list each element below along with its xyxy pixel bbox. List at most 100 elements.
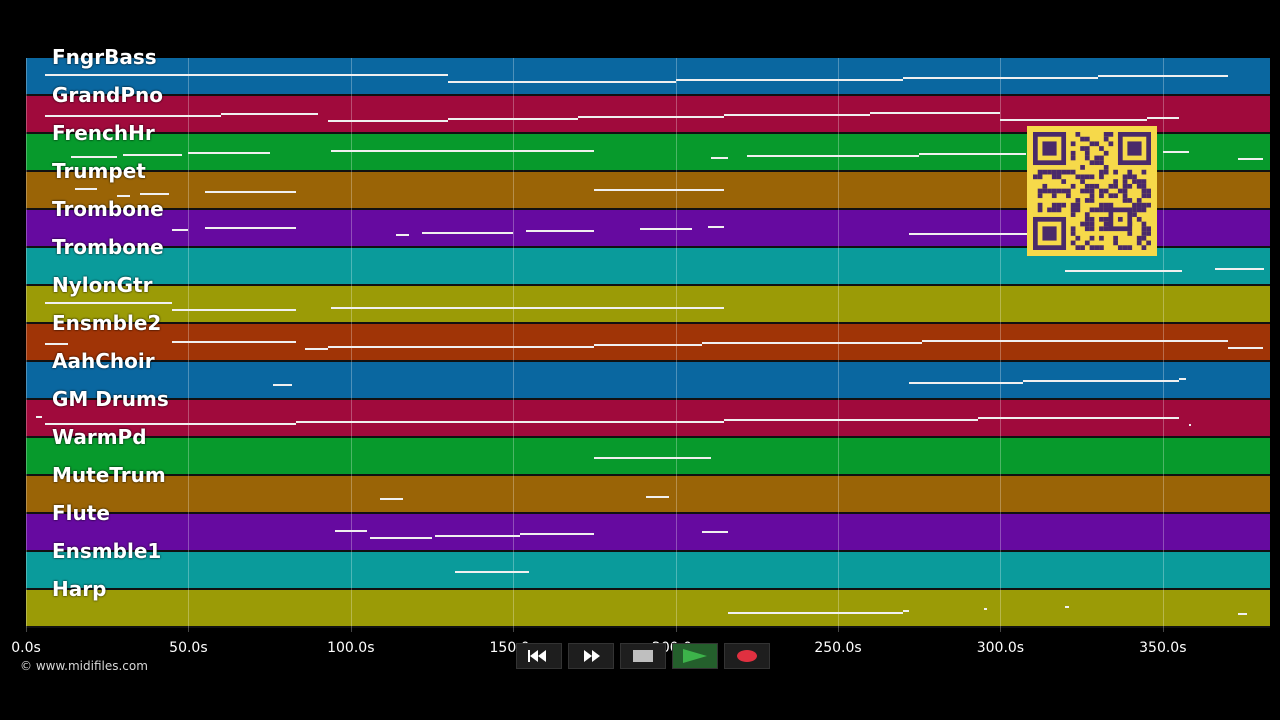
note-segment [724,419,978,421]
note-segment [919,153,1027,155]
track-lane [26,552,1270,590]
note-segment [45,74,449,76]
track-label: NylonGtr [52,273,153,297]
note-segment [708,226,725,228]
time-tick-label: 250.0s [814,640,862,656]
note-segment [204,191,296,193]
track-lane [26,286,1270,324]
record-button[interactable] [724,643,770,669]
note-segment [454,571,530,573]
note-segment [435,535,520,537]
note-segment [188,152,270,154]
note-segment [1188,424,1191,426]
grid-line [350,58,352,632]
note-segment [295,421,725,423]
note-segment [922,340,1228,342]
note-segment [334,530,368,532]
note-segment [328,346,595,348]
stop-button[interactable] [620,643,666,669]
grid-line [513,58,515,632]
note-segment [204,227,296,229]
note-segment [328,120,449,122]
track-lane [26,324,1270,362]
track-label: Ensmble2 [52,311,162,335]
note-segment [909,233,1033,235]
note-segment [172,309,296,311]
track-label: FrenchHr [52,121,155,145]
time-tick-label: 300.0s [976,640,1025,656]
grid-line [188,58,190,632]
note-segment [45,115,221,117]
rewind-icon [528,650,546,662]
note-segment [35,416,43,418]
track-label: WarmPd [52,425,147,449]
play-button[interactable] [672,643,718,669]
record-icon [737,650,757,662]
note-segment [380,498,403,500]
track-lane [26,400,1270,438]
note-segment [711,157,728,159]
fast-forward-icon [584,650,600,662]
note-segment [45,343,69,345]
play-icon [683,649,707,663]
note-segment [675,79,903,81]
note-segment [701,342,923,344]
note-segment [116,195,130,197]
track-label: Flute [52,501,110,525]
track-lane [26,590,1270,628]
note-segment [448,118,579,120]
time-tick-label: 0.0s [11,640,41,656]
note-segment [139,193,169,195]
note-segment [594,457,712,459]
note-segment [45,302,173,304]
note-segment [448,81,676,83]
note-segment [1146,117,1180,119]
note-segment [1162,151,1189,153]
time-tick-label: 100.0s [327,640,375,656]
transport-controls [512,643,770,669]
track-label: Trombone [52,197,164,221]
track-label: Trumpet [52,159,146,183]
track-lane [26,476,1270,514]
note-segment [724,114,871,116]
copyright-text: © www.midifiles.com [20,659,148,673]
rewind-button[interactable] [516,643,562,669]
time-tick-label: 350.0s [1139,640,1187,656]
note-segment [1000,119,1147,121]
note-segment [1179,378,1186,380]
note-segment [1237,613,1248,615]
note-segment [1214,268,1264,270]
note-segment [123,154,182,156]
note-segment [594,344,702,346]
note-segment [1237,158,1264,160]
note-segment [902,610,910,612]
track-label: Trombone [52,235,164,259]
time-tick-label: 50.0s [169,640,208,656]
fast-forward-button[interactable] [568,643,614,669]
track-label: MuteTrum [52,463,166,487]
note-segment [977,417,1180,419]
note-segment [578,116,725,118]
note-segment [172,229,189,231]
stop-icon [633,650,653,662]
track-label: FngrBass [52,45,157,69]
note-segment [639,228,692,230]
note-segment [331,150,595,152]
note-segment [1097,75,1228,77]
note-segment [305,348,329,350]
note-segment [370,537,432,539]
qr-code-image [1033,132,1151,250]
note-segment [646,496,670,498]
note-segment [747,155,920,157]
note-segment [1023,380,1180,382]
track-label: Harp [52,577,107,601]
note-segment [45,423,296,425]
note-segment [1065,606,1069,608]
grid-line [26,58,27,632]
grid-line [1162,58,1164,632]
note-segment [331,307,725,309]
qr-code [1027,126,1157,256]
note-segment [172,341,296,343]
track-label: GrandPno [52,83,163,107]
note-segment [909,382,1024,384]
